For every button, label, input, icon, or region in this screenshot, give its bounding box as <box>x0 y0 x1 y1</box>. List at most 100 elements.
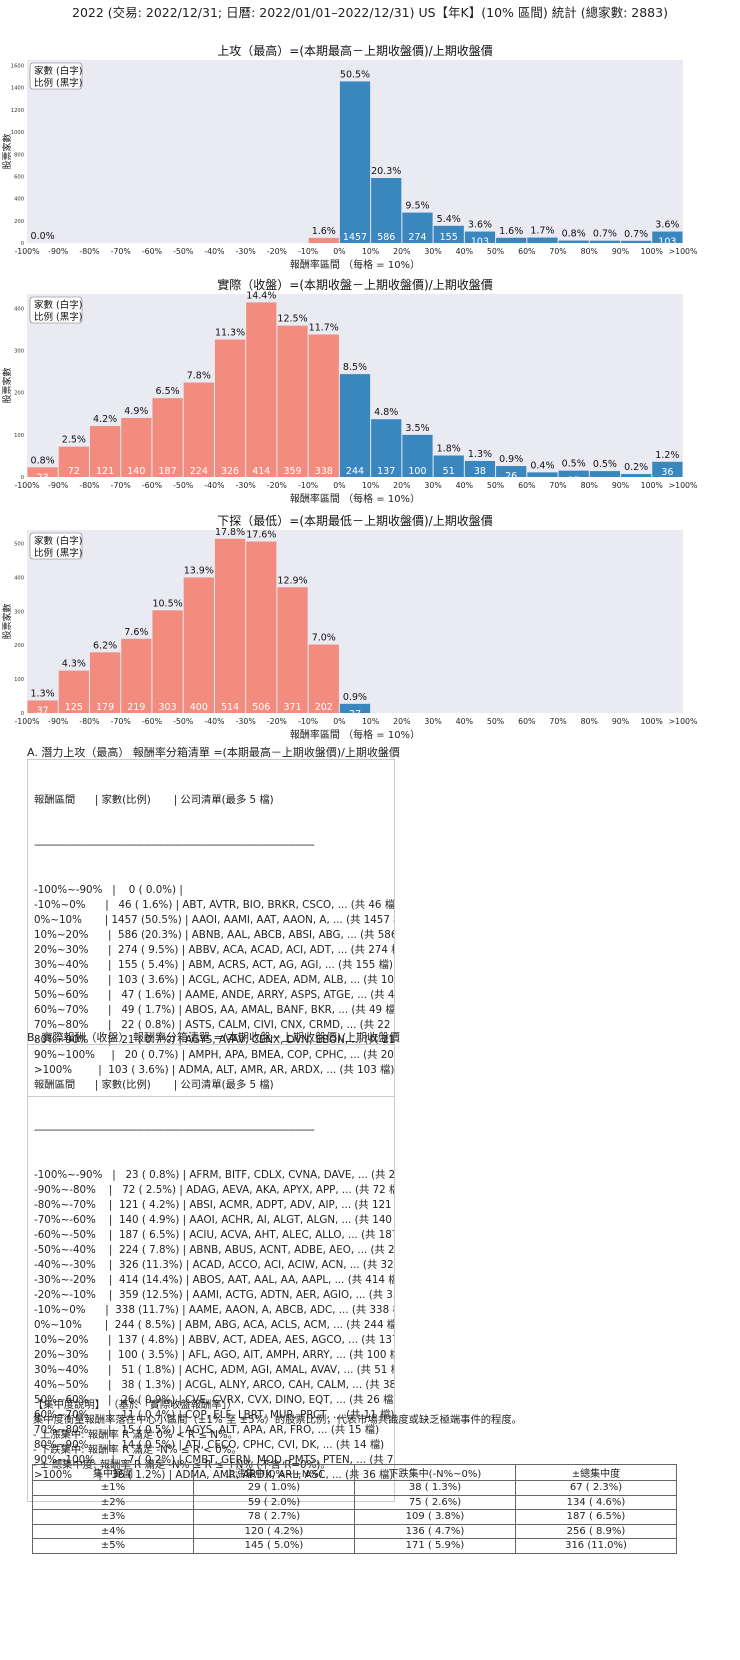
section-b-row: -50%~-40% | 224 ( 7.8%) | ABNB, ABUS, AC… <box>34 1244 395 1256</box>
bar-count-label: 1457 <box>343 232 367 243</box>
bar-count-label: 244 <box>346 466 364 477</box>
bar-pct-label: 7.0% <box>312 633 336 644</box>
bar-pct-label: 0.8% <box>31 455 55 466</box>
x-tick-label: 100% <box>641 717 663 726</box>
col-header: ±總集中度 <box>515 1464 677 1481</box>
bar-pct-label: 9.5% <box>405 201 429 212</box>
bar-pct-label: 50.5% <box>340 69 370 80</box>
section-b-table: 報酬區間 | 家數(比例) | 公司清單(最多 5 檔) -----------… <box>27 1044 395 1502</box>
bar-count-label: 179 <box>96 702 114 713</box>
bar <box>371 178 402 243</box>
section-b-row: -100%~-90% | 23 ( 0.8%) | AFRM, BITF, CD… <box>34 1169 395 1181</box>
x-tick-label: 40% <box>456 247 473 256</box>
bar-pct-label: 17.6% <box>246 530 276 541</box>
legend-box <box>29 62 83 90</box>
x-tick-label: 20% <box>393 481 410 490</box>
section-b-row: 60%~70% | 11 ( 0.4%) | COP, ELF, LBRT, M… <box>34 1409 395 1421</box>
x-tick-label: >100% <box>669 717 698 726</box>
section-a-row: 70%~80% | 22 ( 0.8%) | ASTS, CALM, CIVI,… <box>34 1019 395 1031</box>
bar <box>58 446 89 477</box>
bar <box>339 374 371 477</box>
bar-count-label: 100 <box>408 466 426 477</box>
x-tick-label: 10% <box>362 717 379 726</box>
bar <box>652 461 683 477</box>
section-a-row: 0%~10% | 1457 (50.5%) | AAOI, AAMI, AAT,… <box>34 914 395 926</box>
bar-pct-label: 1.6% <box>499 226 523 237</box>
y-tick-label: 300 <box>14 609 24 615</box>
bar <box>183 382 214 477</box>
concentration-cell: 38 ( 1.3%) <box>354 1480 516 1496</box>
bar <box>652 231 683 243</box>
section-a-row: >100% | 103 ( 3.6%) | ADMA, ALT, AMR, AR… <box>34 1064 395 1076</box>
section-a-row: 80%~90% | 21 ( 0.7%) | AGYS, AVAV, CENX,… <box>34 1034 395 1046</box>
bar-pct-label: 14.4% <box>246 290 276 301</box>
bar-pct-label: 1.8% <box>437 443 461 454</box>
legend-box <box>29 296 83 324</box>
col-header: 下跌集中(-N%~0%) <box>354 1464 516 1481</box>
bar-pct-label: 3.6% <box>655 220 679 231</box>
bar-count-label: 38 <box>474 466 486 477</box>
y-axis-label: 股票家數 <box>1 603 13 639</box>
y-tick-label: 0 <box>21 475 24 481</box>
bar-pct-label: 1.6% <box>312 226 336 237</box>
legend: 家數 (白字)比例 (黑字) <box>29 532 82 560</box>
x-tick-label: -70% <box>111 481 131 490</box>
y-tick-label: 400 <box>14 306 24 312</box>
concentration-cell: 120 ( 4.2%) <box>193 1523 355 1539</box>
bar-count-label: 371 <box>283 702 301 713</box>
y-tick-label: 0 <box>21 711 24 717</box>
y-tick-label: 200 <box>14 219 24 225</box>
concentration-cell: 136 ( 4.7%) <box>354 1523 516 1539</box>
bar <box>464 460 496 477</box>
x-tick-label: -30% <box>236 717 256 726</box>
bar <box>246 302 277 477</box>
section-b-header: 報酬區間 | 家數(比例) | 公司清單(最多 5 檔) <box>34 1079 274 1091</box>
x-tick-label: 60% <box>518 247 535 256</box>
x-tick-label: -10% <box>298 481 318 490</box>
bar <box>89 652 121 713</box>
bar-pct-label: 0.2% <box>624 462 648 473</box>
section-b-row: -10%~0% | 338 (11.7%) | AAME, AAON, A, A… <box>34 1304 395 1316</box>
section-a-header: 報酬區間 | 家數(比例) | 公司清單(最多 5 檔) <box>34 794 274 806</box>
bar-pct-label: 7.6% <box>124 627 148 638</box>
section-b-row: -60%~-50% | 187 ( 6.5%) | ACIU, ACVA, AH… <box>34 1229 395 1241</box>
bar <box>152 610 183 713</box>
x-tick-label: -60% <box>142 247 162 256</box>
concentration-cell: 187 ( 6.5%) <box>515 1509 677 1525</box>
x-tick-label: -50% <box>173 247 193 256</box>
col-header: 上漲集中(0%~+N%) <box>193 1464 355 1481</box>
section-a-row: 50%~60% | 47 ( 1.6%) | AAME, ANDE, ARRY,… <box>34 989 395 1001</box>
x-tick-label: 50% <box>487 481 504 490</box>
bar-pct-label: 4.2% <box>93 414 117 425</box>
bar-count-label: 303 <box>159 702 177 713</box>
concentration-cell: 29 ( 1.0%) <box>193 1480 355 1496</box>
bar-count-label: 125 <box>65 702 83 713</box>
col-header: 集中範圍 <box>32 1464 194 1481</box>
x-tick-label: >100% <box>669 247 698 256</box>
concentration-row: ±3% 78 ( 2.7%) 109 ( 3.8%) 187 ( 6.5%) <box>32 1509 677 1525</box>
y-tick-label: 500 <box>14 542 24 548</box>
x-tick-label: -40% <box>204 481 224 490</box>
bar-count-label: 506 <box>252 702 270 713</box>
legend-line: 比例 (黑字) <box>34 77 82 89</box>
concentration-heading: 【集中度說明】 （基於「實際收盤報酬率」） <box>33 1399 238 1411</box>
bar <box>402 212 433 243</box>
bar <box>496 466 527 477</box>
section-b-row: -40%~-30% | 326 (11.3%) | ACAD, ACCO, AC… <box>34 1259 395 1271</box>
section-a-row: 90%~100% | 20 ( 0.7%) | AMPH, APA, BMEA,… <box>34 1049 395 1061</box>
bar-count-label: 103 <box>658 237 676 248</box>
bar-pct-label: 12.5% <box>277 314 307 325</box>
legend: 家數 (白字)比例 (黑字) <box>29 62 83 90</box>
bar-count-label: 49 <box>536 243 548 254</box>
bar-count-label: 219 <box>127 702 145 713</box>
x-tick-label: -100% <box>14 481 39 490</box>
bar <box>214 339 246 477</box>
concentration-row: ±1% 29 ( 1.0%) 38 ( 1.3%) 67 ( 2.3%) <box>32 1480 677 1496</box>
bar-pct-label: 0.5% <box>562 459 586 470</box>
x-tick-label: 0% <box>333 717 345 726</box>
bar <box>433 225 464 243</box>
bar <box>589 471 621 477</box>
section-b-row: 20%~30% | 100 ( 3.5%) | AFL, AGO, AIT, A… <box>34 1349 395 1361</box>
bar-count-label: 72 <box>68 466 80 477</box>
concentration-cell: 59 ( 2.0%) <box>193 1494 355 1510</box>
